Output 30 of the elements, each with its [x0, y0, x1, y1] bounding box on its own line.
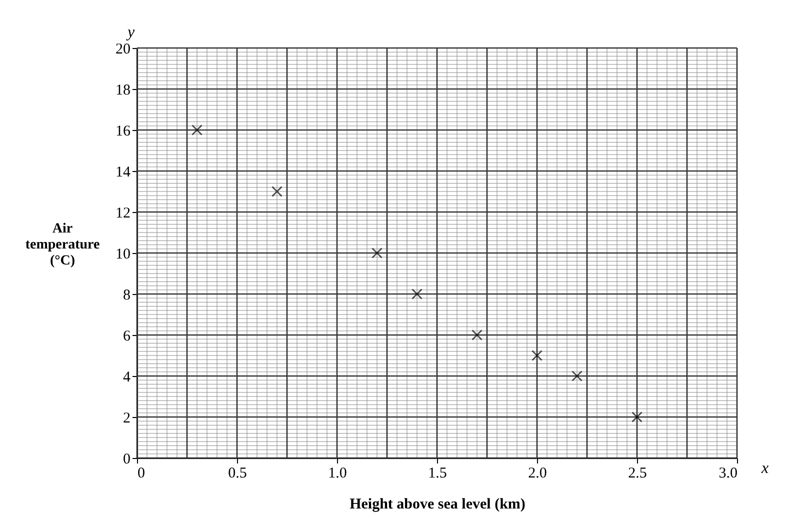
- text: y: [125, 24, 136, 41]
- x-tick-label: 0: [138, 466, 145, 482]
- y-tick-label: 6: [123, 328, 131, 344]
- x-tick-label: 1.0: [328, 466, 347, 482]
- x-axis-title: Height above sea level (km): [350, 496, 526, 512]
- point: [372, 248, 382, 258]
- point: [272, 186, 282, 197]
- x-tick-label: 1.5: [428, 466, 447, 482]
- y-tick-label: 18: [116, 82, 130, 98]
- y-axis-title: Air temperature (°C): [25, 222, 100, 268]
- y-tick-label: 10: [116, 246, 130, 262]
- y-tick-label: 14: [116, 164, 131, 180]
- y-tick-label: 0: [123, 452, 130, 468]
- point: [532, 350, 542, 361]
- x-tick-label: 3.0: [718, 466, 738, 482]
- y-tick-label: 4: [123, 370, 131, 386]
- x-tick-label: 2.0: [528, 466, 547, 482]
- point: [192, 124, 202, 136]
- y-tick-label: 8: [123, 288, 130, 304]
- y-tick-label: 2: [123, 410, 130, 426]
- point: [472, 330, 482, 340]
- x-tick-label: 2.5: [628, 466, 647, 482]
- y-tick-label: 16: [116, 124, 131, 140]
- point: [572, 370, 582, 382]
- text: x: [760, 460, 769, 477]
- point: [412, 288, 422, 300]
- point: [632, 412, 642, 422]
- x-tick-label: 0.5: [228, 466, 247, 482]
- y-tick-label: 12: [116, 206, 130, 222]
- y-tick-label: 20: [116, 42, 130, 58]
